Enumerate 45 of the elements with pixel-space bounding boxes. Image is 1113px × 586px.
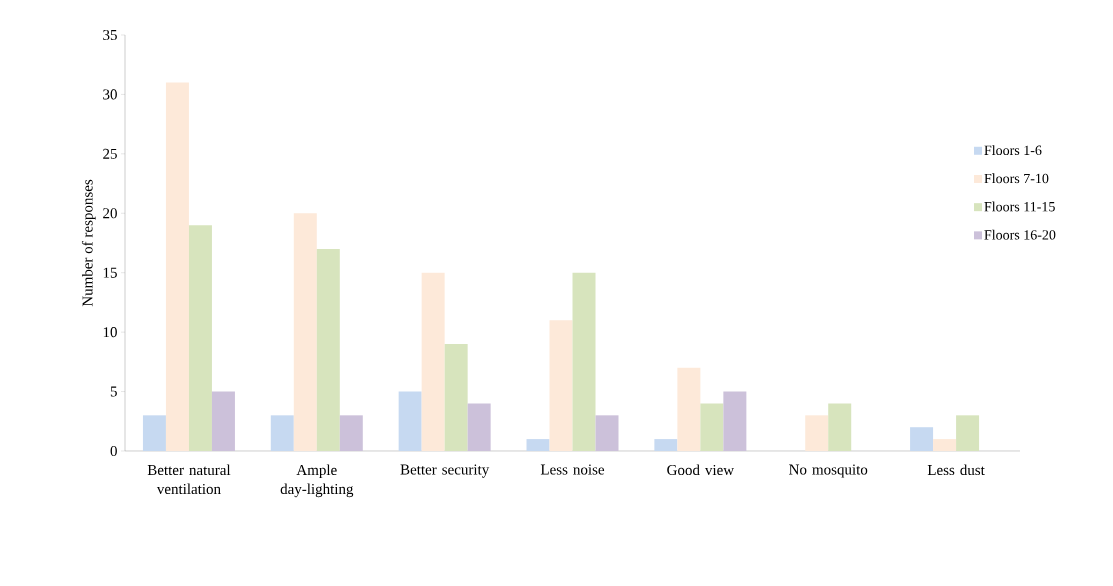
bar — [316, 248, 340, 451]
legend-label: Floors 1-6 — [984, 145, 1042, 156]
bar — [723, 391, 747, 451]
bar — [142, 415, 166, 451]
x-tick-label: Less noise — [540, 464, 605, 475]
bar — [270, 415, 294, 451]
bar — [188, 225, 212, 451]
x-tick-label: Ample day-lighting — [280, 464, 354, 498]
bar — [211, 391, 235, 451]
bar — [339, 415, 363, 451]
legend-label: Floors 7-10 — [984, 173, 1049, 184]
bar — [828, 403, 852, 451]
bar — [700, 403, 724, 451]
x-tick-label: Less dust — [927, 464, 985, 476]
bar — [572, 272, 596, 451]
bar — [677, 367, 701, 451]
legend-label: Floors 16-20 — [984, 229, 1056, 240]
y-tick-label: 10 — [103, 327, 117, 338]
bar — [421, 272, 445, 451]
bar — [526, 439, 550, 451]
bar — [654, 439, 678, 451]
bar — [805, 415, 829, 451]
bar — [165, 82, 189, 451]
y-tick-label: 5 — [110, 386, 117, 397]
x-tick-label: No mosquito — [789, 464, 868, 478]
bar — [910, 427, 934, 451]
y-tick-label: 35 — [103, 29, 117, 41]
bar — [956, 415, 980, 451]
y-tick-label: 25 — [103, 148, 117, 159]
bar — [933, 439, 957, 451]
y-tick-label: 20 — [103, 208, 117, 219]
y-tick-label: 0 — [110, 445, 117, 457]
bar — [293, 213, 317, 451]
legend-label: Floors 11-15 — [984, 201, 1055, 212]
x-tick-label: Better security — [400, 464, 490, 478]
y-tick-label: 30 — [103, 89, 117, 100]
x-tick-label: Good view — [667, 464, 735, 476]
y-axis-title: Number of responses — [81, 179, 96, 307]
bar — [595, 415, 619, 451]
y-tick-label: 15 — [103, 267, 117, 278]
bar — [444, 344, 468, 451]
bar — [467, 403, 491, 451]
bar — [549, 320, 573, 451]
bar — [398, 391, 422, 451]
x-tick-label: Better natural ventilation — [147, 464, 231, 495]
